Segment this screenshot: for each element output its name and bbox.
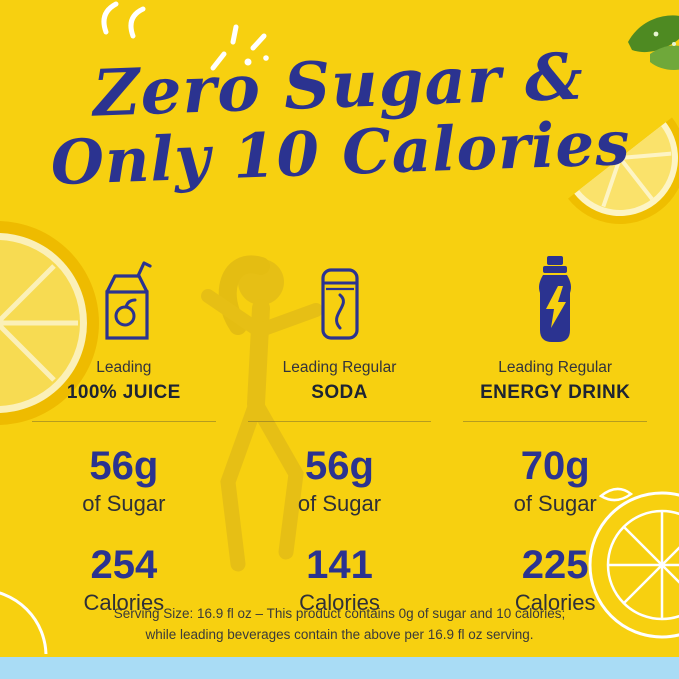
juice-box-icon [30,252,218,346]
calories-label: Calories [299,590,380,615]
sugar-label: of Sugar [82,491,166,516]
serving-note-line-2: while leading beverages contain the abov… [145,627,534,643]
divider [463,421,648,422]
comparison-columns: Leading 100% JUICE 56g of Sugar 254 Calo… [16,252,663,616]
column-label-top: Leading [96,359,152,376]
column-label-bold: SODA [311,382,368,403]
sugar-label: of Sugar [297,491,382,516]
sugar-amount: 70g [520,444,590,488]
calories-amount: 225 [521,543,589,587]
sugar-label: of Sugar [513,491,597,516]
column-label-top: Leading Regular [282,359,397,376]
sugar-amount: 56g [305,444,374,488]
divider [247,421,432,422]
sugar-amount: 56g [89,444,159,488]
doodle-strokes [98,0,168,45]
serving-size-note: Serving Size: 16.9 fl oz – This product … [0,603,679,646]
calories-label: Calories [83,590,165,615]
column-label-bold: 100% JUICE [66,382,181,403]
divider [32,421,216,422]
calories-amount: 254 [90,543,158,587]
calories-label: Calories [514,590,596,615]
calories-amount: 141 [306,543,373,587]
column-label-bold: ENERGY DRINK [480,382,631,403]
bottom-bar [0,657,679,679]
energy-drink-bottle-icon [461,252,649,346]
column-label-top: Leading Regular [498,359,613,376]
column-juice: Leading 100% JUICE 56g of Sugar 254 Calo… [16,252,232,616]
soda-can-icon [246,252,434,346]
serving-note-line-1: Serving Size: 16.9 fl oz – This product … [113,605,566,621]
column-energy-drink: Leading Regular ENERGY DRINK 70g of Suga… [447,252,663,616]
column-soda: Leading Regular SODA 56g of Sugar 141 Ca… [232,252,448,616]
headline: Zero Sugar & Only 10 Calories [0,39,679,201]
